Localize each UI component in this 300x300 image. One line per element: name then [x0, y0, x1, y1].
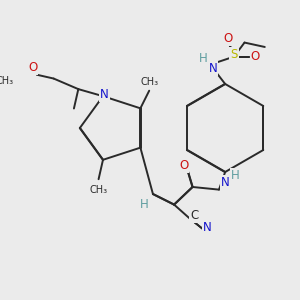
Text: N: N — [208, 61, 217, 75]
Text: O: O — [179, 159, 188, 172]
Text: O: O — [250, 50, 260, 63]
Text: N: N — [100, 88, 109, 101]
Text: H: H — [140, 198, 148, 211]
Text: H: H — [199, 52, 208, 65]
Text: N: N — [221, 176, 230, 189]
Text: O: O — [223, 32, 232, 45]
Text: S: S — [230, 48, 238, 62]
Text: C: C — [190, 209, 199, 222]
Text: CH₃: CH₃ — [140, 77, 158, 87]
Text: H: H — [230, 169, 239, 182]
Text: O: O — [28, 61, 37, 74]
Text: CH₃: CH₃ — [0, 76, 14, 86]
Text: N: N — [203, 221, 212, 234]
Text: CH₃: CH₃ — [89, 185, 108, 195]
